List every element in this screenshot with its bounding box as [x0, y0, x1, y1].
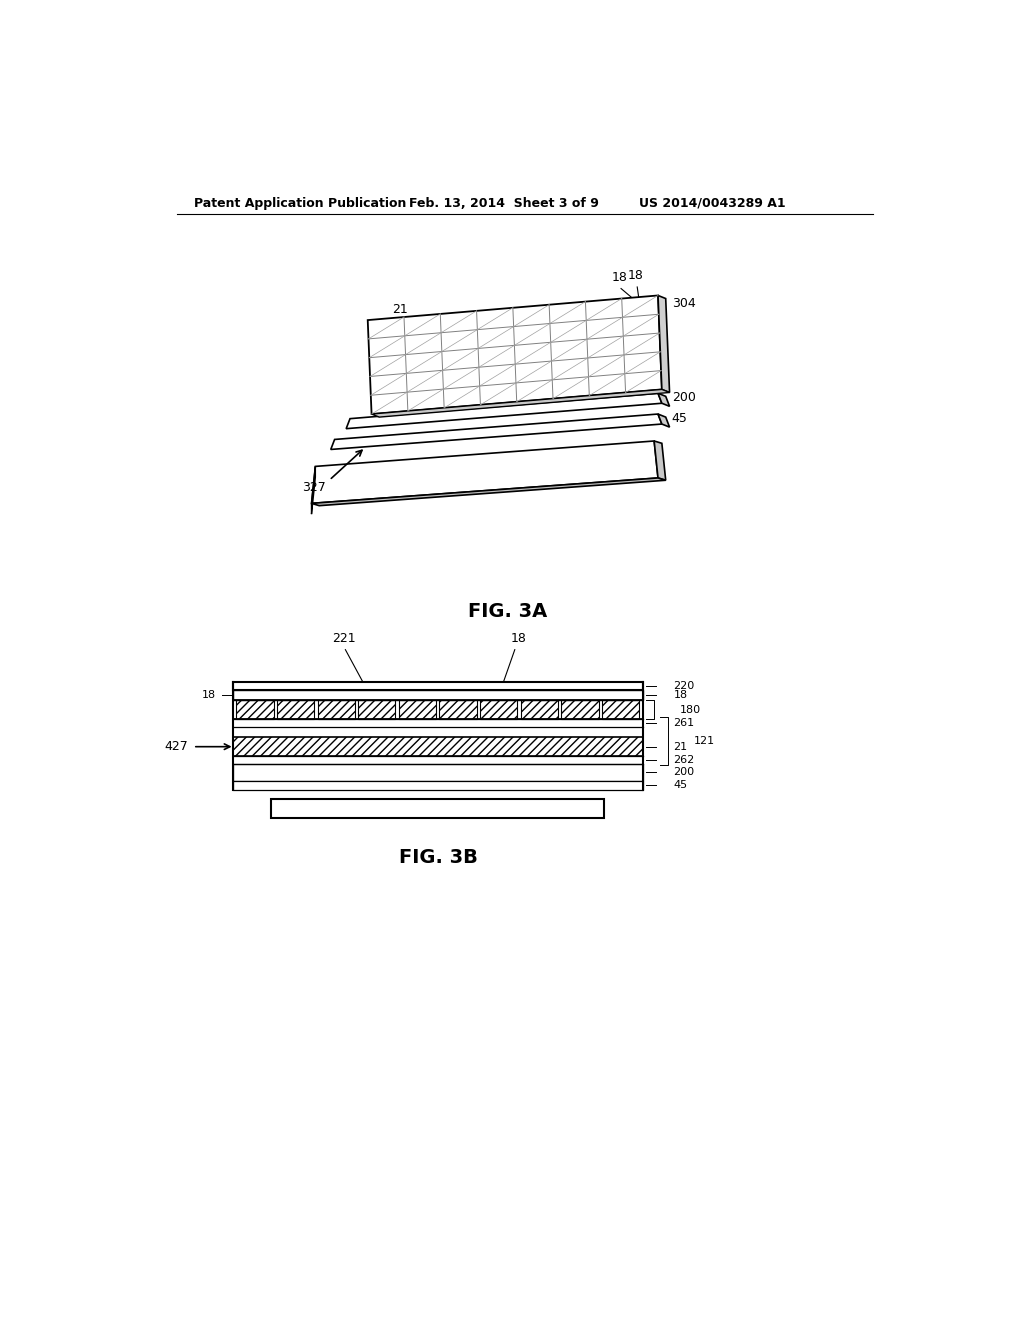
- Bar: [439, 701, 477, 719]
- Text: Feb. 13, 2014  Sheet 3 of 9: Feb. 13, 2014 Sheet 3 of 9: [410, 197, 599, 210]
- Text: 220: 220: [674, 681, 694, 690]
- Text: 18: 18: [611, 271, 628, 284]
- Polygon shape: [368, 296, 662, 414]
- Text: 304: 304: [672, 297, 695, 310]
- Text: 327: 327: [302, 482, 326, 495]
- Polygon shape: [654, 441, 666, 480]
- Text: 200: 200: [672, 391, 695, 404]
- Text: FIG. 3B: FIG. 3B: [399, 847, 478, 867]
- Text: 18: 18: [628, 269, 644, 282]
- Polygon shape: [311, 466, 315, 515]
- Text: 221: 221: [332, 632, 355, 645]
- Text: 200: 200: [674, 767, 694, 777]
- Polygon shape: [346, 393, 662, 429]
- Bar: [233, 738, 643, 756]
- Text: 18: 18: [674, 690, 687, 700]
- Polygon shape: [658, 296, 670, 392]
- Polygon shape: [311, 441, 658, 503]
- Bar: [480, 701, 517, 719]
- Bar: [358, 701, 395, 719]
- Polygon shape: [331, 414, 662, 449]
- Text: 262: 262: [674, 755, 694, 764]
- Text: US 2014/0043289 A1: US 2014/0043289 A1: [639, 197, 785, 210]
- Bar: [317, 701, 355, 719]
- Bar: [233, 726, 643, 738]
- Text: 121: 121: [693, 737, 715, 746]
- Bar: [398, 701, 436, 719]
- Text: 21: 21: [373, 335, 388, 348]
- Bar: [237, 701, 273, 719]
- Text: 180: 180: [680, 705, 700, 714]
- Text: 21: 21: [392, 302, 409, 315]
- Bar: [233, 780, 643, 789]
- Bar: [271, 799, 604, 817]
- Text: 261: 261: [674, 718, 694, 727]
- Polygon shape: [658, 393, 670, 407]
- Text: 45: 45: [674, 780, 687, 791]
- Polygon shape: [311, 478, 666, 506]
- Text: 427: 427: [165, 741, 188, 754]
- Polygon shape: [372, 389, 670, 417]
- Text: FIG. 3A: FIG. 3A: [468, 602, 548, 620]
- Text: 21: 21: [674, 742, 687, 751]
- Bar: [602, 701, 639, 719]
- Text: 18: 18: [202, 690, 216, 700]
- Text: 420: 420: [496, 352, 519, 366]
- Text: Patent Application Publication: Patent Application Publication: [194, 197, 407, 210]
- Bar: [233, 689, 643, 701]
- Bar: [521, 701, 558, 719]
- Bar: [233, 763, 643, 780]
- Bar: [233, 682, 643, 689]
- Bar: [561, 701, 599, 719]
- Bar: [276, 701, 314, 719]
- Text: 18: 18: [511, 632, 526, 645]
- Polygon shape: [658, 414, 670, 428]
- Text: 45: 45: [672, 412, 688, 425]
